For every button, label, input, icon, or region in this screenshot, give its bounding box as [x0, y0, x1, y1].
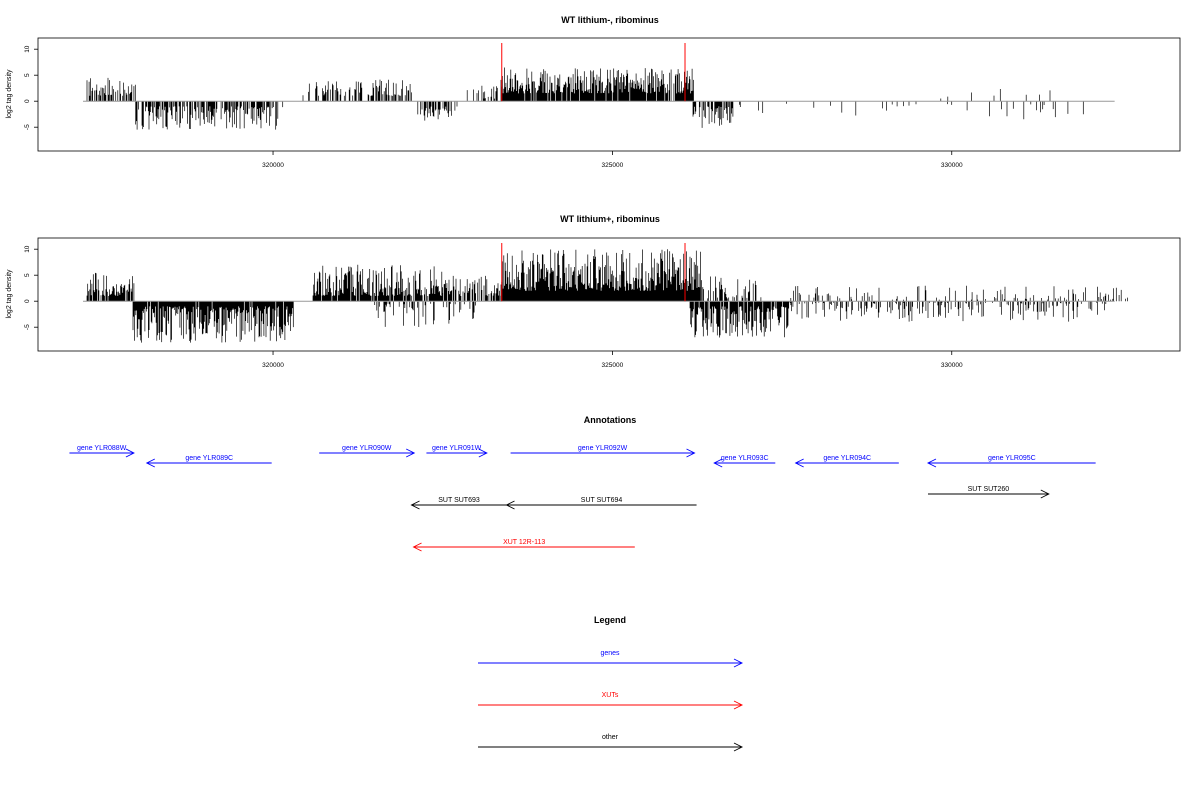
density-bars	[86, 249, 1128, 343]
annotations-title: Annotations	[584, 415, 637, 425]
panel-lithium-minus-ytick: 0	[24, 99, 38, 103]
annotation-sut260: SUT SUT260	[927, 486, 1050, 499]
panel-lithium-plus-xtick-label: 330000	[941, 362, 963, 369]
annotation-label: gene YLR090W	[342, 445, 392, 452]
annotation-sut693: SUT SUT693	[410, 497, 507, 510]
panel-lithium-minus-xtick: 330000	[941, 151, 963, 169]
annotation-gene-ylr093c: gene YLR093C	[713, 455, 776, 468]
panel-lithium-minus-ytick-label: 5	[24, 73, 31, 77]
legend: Legend genes XUTs other	[478, 615, 744, 752]
panel-lithium-plus-ytick-label: 10	[24, 245, 31, 253]
panel-lithium-minus-xtick-label: 330000	[941, 162, 963, 169]
legend-item-label: XUTs	[602, 692, 619, 699]
panel-lithium-minus-ytick-label: -5	[24, 124, 31, 130]
panel-lithium-minus-ytick-label: 0	[24, 99, 31, 103]
legend-item-genes: genes	[478, 650, 744, 668]
annotation-gene-ylr092w: gene YLR092W	[510, 445, 696, 458]
panel-lithium-minus-frame	[37, 37, 1181, 152]
panel-lithium-plus-y-axis: -5 0 5 10	[24, 245, 38, 330]
panel-lithium-plus-xtick: 320000	[262, 351, 284, 369]
annotation-label: gene YLR093C	[721, 455, 769, 462]
panel-lithium-minus-xtick: 320000	[262, 151, 284, 169]
annotation-label: gene YLR092W	[578, 445, 628, 452]
panel-lithium-minus-x-axis: 320000 325000 330000	[262, 151, 963, 169]
panel-lithium-minus-ytick-label: 10	[24, 45, 31, 53]
panel-lithium-plus-ytick: 0	[24, 299, 38, 303]
annotation-label: SUT SUT260	[968, 486, 1010, 493]
panel-lithium-minus-ytick: 5	[24, 73, 38, 77]
annotation-label: gene YLR088W	[77, 445, 127, 452]
panel-lithium-plus-x-axis: 320000 325000 330000	[262, 351, 963, 369]
annotation-gene-ylr095c: gene YLR095C	[926, 455, 1096, 468]
annotation-gene-ylr094c: gene YLR094C	[794, 455, 899, 468]
panel-lithium-plus-ytick-label: 0	[24, 299, 31, 303]
panel-lithium-plus: WT lithium+, ribominus log2 tag density …	[6, 214, 1181, 369]
annotation-xut-12r-113: XUT 12R-113	[412, 539, 635, 552]
panel-lithium-plus-bars	[86, 249, 1128, 343]
panel-lithium-plus-ytick-label: 5	[24, 273, 31, 277]
annotation-gene-ylr089c: gene YLR089C	[145, 455, 272, 468]
panel-lithium-minus-ytick: 10	[24, 45, 38, 53]
panel-lithium-plus-ytick: 10	[24, 245, 38, 253]
panel-lithium-plus-ytick-label: -5	[24, 324, 31, 330]
panel-lithium-plus-title: WT lithium+, ribominus	[560, 214, 660, 224]
annotation-label: gene YLR095C	[988, 455, 1036, 462]
panel-lithium-minus-bars	[86, 67, 1084, 130]
annotation-gene-ylr090w: gene YLR090W	[319, 445, 416, 458]
annotation-label: SUT SUT693	[438, 497, 480, 504]
legend-title: Legend	[594, 615, 626, 625]
annotation-sut694: SUT SUT694	[505, 497, 697, 510]
panel-lithium-plus-markers	[501, 243, 686, 302]
panel-lithium-plus-xtick-label: 325000	[602, 362, 624, 369]
annotation-label: SUT SUT694	[581, 497, 623, 504]
density-bars	[86, 67, 1084, 130]
panel-lithium-plus-xtick-label: 320000	[262, 362, 284, 369]
annotations-track: Annotations gene YLR088W gene YLR089C ge…	[69, 415, 1096, 552]
panel-lithium-plus-ytick: -5	[24, 324, 38, 330]
legend-item-label: genes	[600, 650, 620, 657]
legend-item-other: other	[478, 734, 744, 752]
panel-lithium-minus-xtick-label: 325000	[602, 162, 624, 169]
annotation-label: XUT 12R-113	[503, 539, 545, 546]
panel-lithium-minus: WT lithium-, ribominus log2 tag density …	[6, 15, 1181, 169]
panel-lithium-plus-xtick: 330000	[941, 351, 963, 369]
panel-lithium-minus-ytick: -5	[24, 124, 38, 130]
annotation-label: gene YLR089C	[185, 455, 233, 462]
panel-lithium-plus-xtick: 325000	[602, 351, 624, 369]
panel-lithium-plus-frame	[37, 237, 1181, 352]
annotation-label: gene YLR091W	[432, 445, 482, 452]
annotation-gene-ylr091w: gene YLR091W	[426, 445, 488, 458]
legend-item-xuts: XUTs	[478, 692, 744, 710]
panel-lithium-minus-xtick-label: 320000	[262, 162, 284, 169]
panel-lithium-plus-ytick: 5	[24, 273, 38, 277]
annotation-gene-ylr088w: gene YLR088W	[69, 445, 135, 458]
panel-lithium-plus-ylabel: log2 tag density	[6, 269, 13, 319]
panel-lithium-minus-y-axis: -5 0 5 10	[24, 45, 38, 130]
panel-lithium-minus-ylabel: log2 tag density	[6, 69, 13, 119]
legend-item-label: other	[602, 734, 619, 741]
panel-lithium-minus-xtick: 325000	[602, 151, 624, 169]
panel-lithium-minus-title: WT lithium-, ribominus	[561, 15, 659, 25]
panel-lithium-minus-markers	[501, 43, 686, 102]
annotation-label: gene YLR094C	[823, 455, 871, 462]
